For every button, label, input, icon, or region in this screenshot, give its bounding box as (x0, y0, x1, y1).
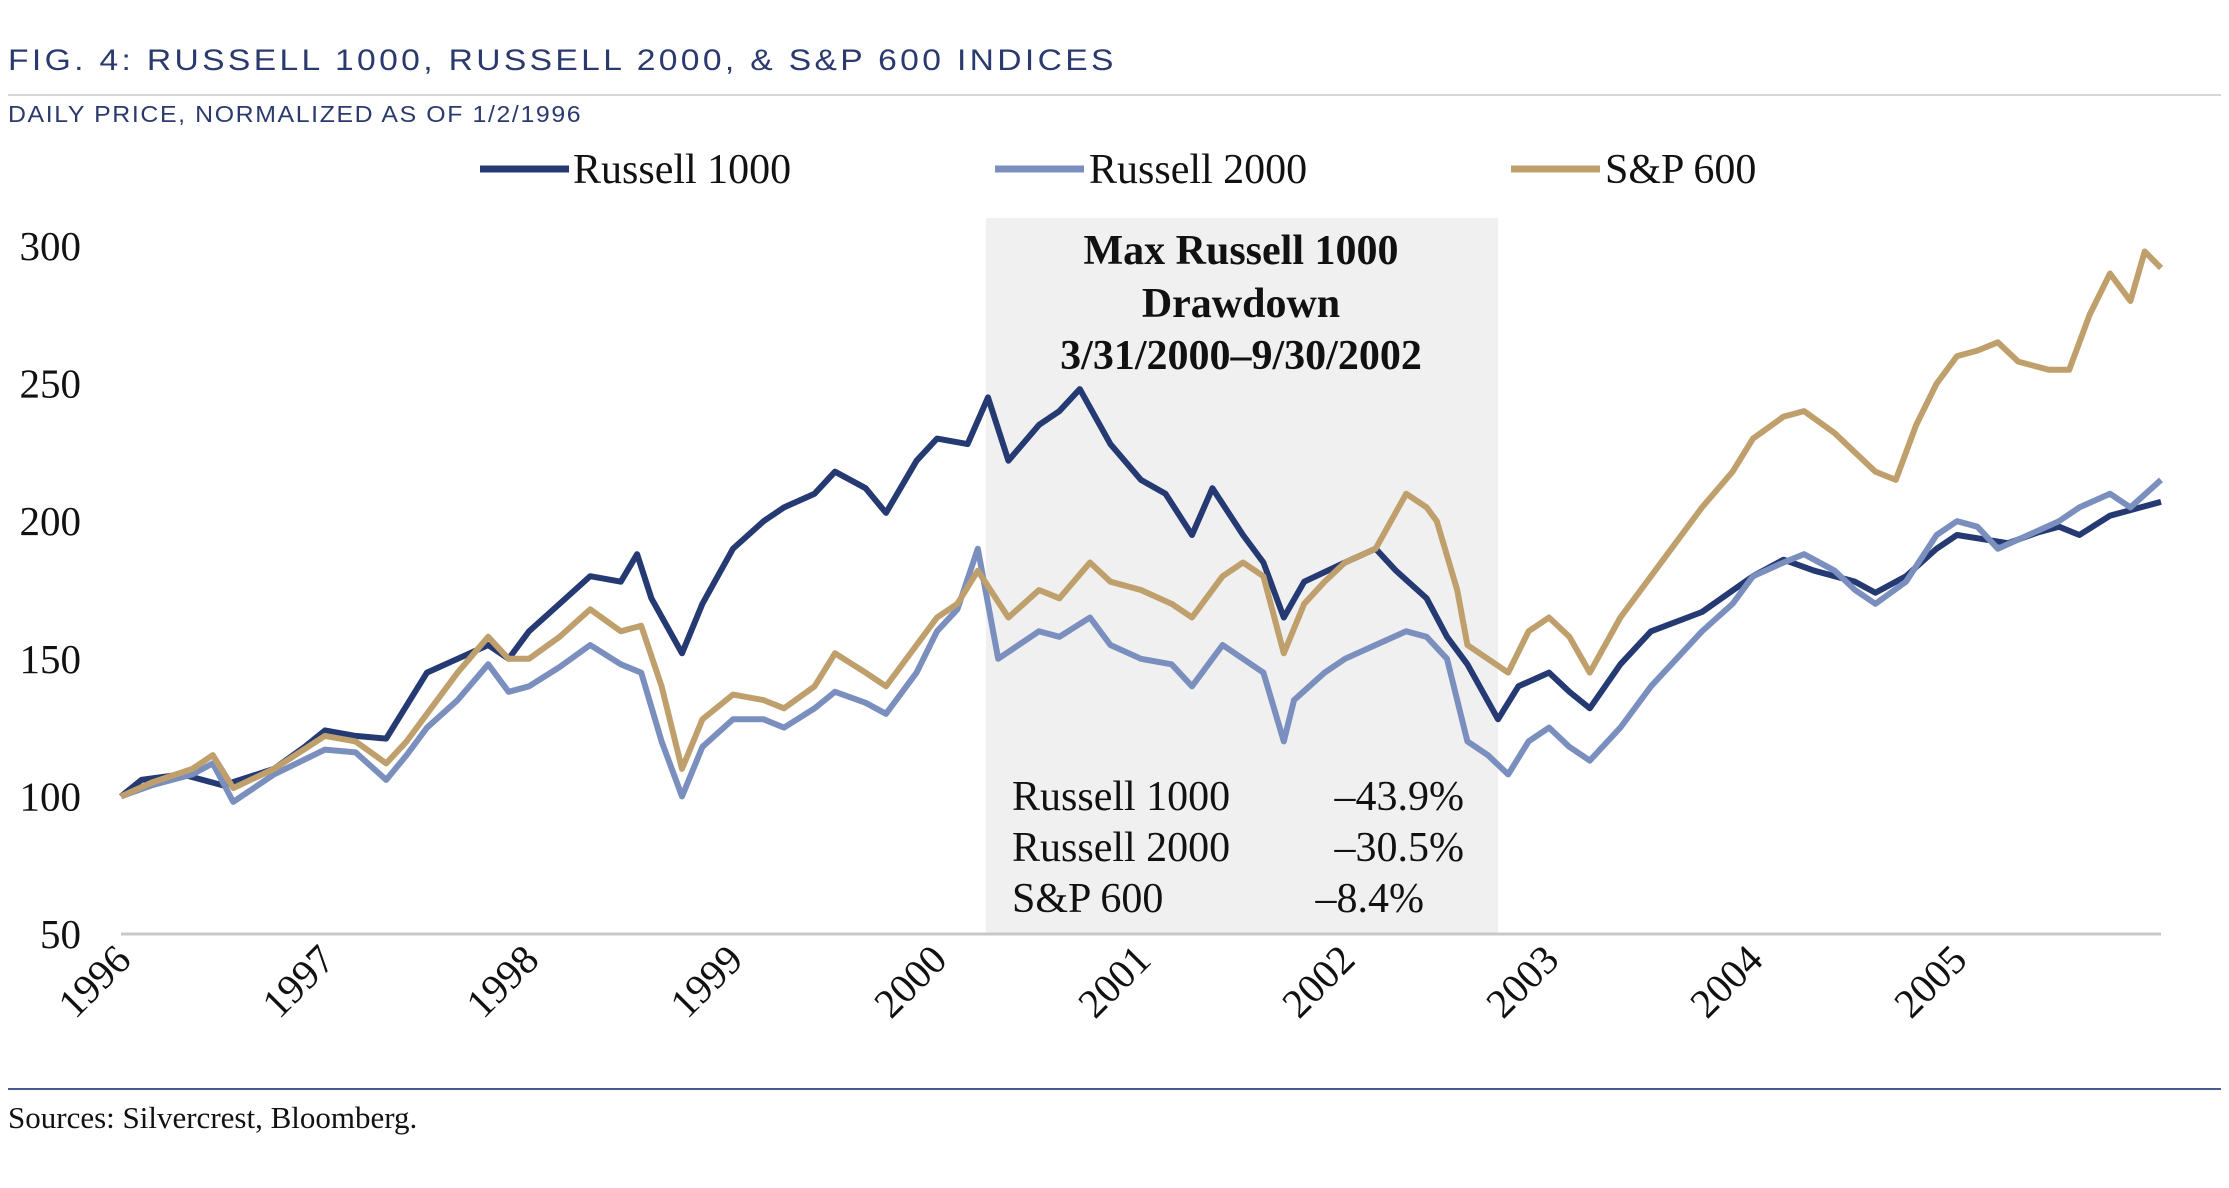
annotation-row-value: –30.5% (1334, 825, 1465, 871)
annotation-row-label: S&P 600 (1012, 876, 1163, 922)
y-tick-label: 100 (20, 773, 82, 819)
title-divider (8, 94, 2221, 96)
legend-label-sp-600: S&P 600 (1605, 147, 1756, 193)
series-line-s-p-600 (119, 248, 2164, 800)
x-tick-label: 1998 (457, 936, 548, 1027)
series-line-russell-2000 (119, 477, 2164, 805)
series-line-russell-1000 (119, 386, 2162, 799)
annotation-title-line-3: 3/31/2000–9/30/2002 (1060, 333, 1422, 379)
annotation-title-line-2: Drawdown (1142, 281, 1340, 327)
x-tick-label: 2002 (1273, 936, 1364, 1027)
annotation-row-value: –43.9% (1334, 774, 1465, 820)
source-note: Sources: Silvercrest, Bloomberg. (8, 1100, 418, 1135)
x-tick-label: 1997 (253, 936, 344, 1027)
legend-label-russell-1000: Russell 1000 (573, 147, 791, 193)
x-tick-label: 2005 (1885, 936, 1976, 1027)
y-tick-label: 150 (20, 636, 82, 682)
y-tick-label: 200 (20, 498, 82, 544)
legend-label-russell-2000: Russell 2000 (1089, 147, 1307, 193)
x-tick-label: 2000 (865, 936, 956, 1027)
x-tick-label: 2001 (1069, 936, 1160, 1027)
x-tick-label: 1999 (661, 936, 752, 1027)
x-axis: 1996 1997 1998 1999 2000 2001 2002 2003 2004 2005 (49, 936, 1976, 1027)
x-tick-label: 2003 (1477, 936, 1568, 1027)
y-tick-label: 50 (40, 911, 81, 957)
y-tick-label: 250 (20, 361, 82, 407)
series-lines (119, 248, 2164, 805)
annotation-row-value: –8.4% (1315, 876, 1425, 922)
legend: Russell 1000 Russell 2000 S&P 600 (480, 147, 1756, 193)
y-axis: 300 250 200 150 100 50 (20, 223, 82, 957)
chart-title: FIG. 4: RUSSELL 1000, RUSSELL 2000, & S&… (8, 44, 1117, 77)
footer-divider (8, 1088, 2221, 1090)
x-tick-label: 2004 (1681, 936, 1772, 1027)
chart-subtitle: DAILY PRICE, NORMALIZED AS OF 1/2/1996 (8, 101, 583, 127)
drawdown-annotation: Max Russell 1000 Drawdown 3/31/2000–9/30… (1012, 228, 1464, 922)
annotation-title-line-1: Max Russell 1000 (1084, 228, 1399, 274)
y-tick-label: 300 (20, 223, 82, 269)
annotation-row-label: Russell 2000 (1012, 825, 1230, 871)
annotation-row-label: Russell 1000 (1012, 774, 1230, 820)
drawdown-shaded-region (985, 218, 1498, 934)
